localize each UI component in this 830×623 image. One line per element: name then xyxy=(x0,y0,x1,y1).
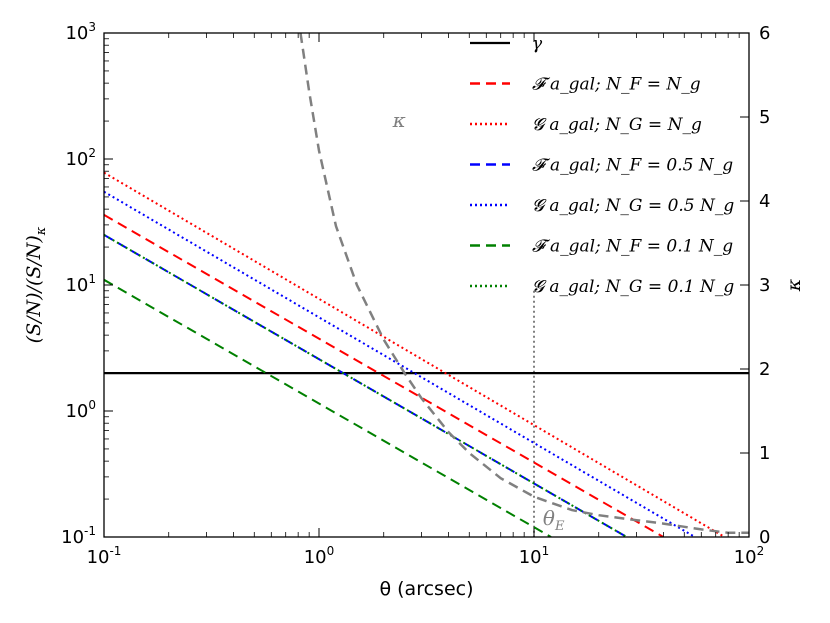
series-line-6 xyxy=(104,234,628,537)
plot-lines xyxy=(104,33,749,537)
y-axis-label-right: κ xyxy=(783,278,805,292)
legend-label-6: 𝓖 a_gal; N_G = 0.1 N_g xyxy=(532,277,734,297)
y-tick-label-right-0: 0 xyxy=(759,527,770,548)
legend-label-4: 𝓖 a_gal; N_G = 0.5 N_g xyxy=(532,196,734,216)
chart-marks: κ θE xyxy=(392,108,565,534)
y-tick-label-right-1: 1 xyxy=(759,443,770,464)
legend-label-2: 𝓖 a_gal; N_G = N_g xyxy=(532,115,702,135)
kappa-curve xyxy=(299,33,749,535)
legend-label-5: 𝓕 a_gal; N_F = 0.1 N_g xyxy=(532,237,733,257)
annotation-1: θE xyxy=(543,506,565,534)
legend-label-1: 𝓕 a_gal; N_F = N_g xyxy=(532,75,701,95)
y-tick-label-left-2: 101 xyxy=(65,272,96,296)
series-line-2 xyxy=(104,171,726,537)
y-tick-label-left-1: 100 xyxy=(65,398,96,422)
series-line-5 xyxy=(104,278,552,537)
legend: γ 𝓕 a_gal; N_F = N_g 𝓖 a_gal; N_G = N_g 𝓕 a… xyxy=(470,34,734,297)
y-tick-label-right-6: 6 xyxy=(759,23,770,44)
legend-label-0: γ xyxy=(532,34,543,54)
axis-ticks: 10-1 100 101 102 10-1 100 101 102 103 0 1 2 3 4 5 6 xyxy=(61,20,770,568)
y-tick-label-left-4: 103 xyxy=(65,20,96,44)
y-tick-label-right-4: 4 xyxy=(759,191,770,212)
y-tick-label-right-3: 3 xyxy=(759,275,770,296)
x-tick-label-2: 101 xyxy=(519,544,550,568)
y-tick-label-left-0: 10-1 xyxy=(61,524,96,548)
y-tick-label-left-3: 102 xyxy=(65,146,96,170)
legend-label-3: 𝓕 a_gal; N_F = 0.5 N_g xyxy=(532,156,733,176)
y-tick-label-right-5: 5 xyxy=(759,107,770,128)
x-axis-label: θ (arcsec) xyxy=(379,578,473,600)
series-line-1 xyxy=(104,214,664,537)
annotation-0: κ xyxy=(392,108,406,132)
y-tick-label-right-2: 2 xyxy=(759,359,770,380)
x-tick-label-0: 10-1 xyxy=(87,544,122,568)
series-line-4 xyxy=(104,190,696,537)
x-tick-label-1: 100 xyxy=(304,544,335,568)
x-tick-label-3: 102 xyxy=(734,544,765,568)
y-axis-label-left: (S/N)/(S/N)κ xyxy=(23,226,49,343)
